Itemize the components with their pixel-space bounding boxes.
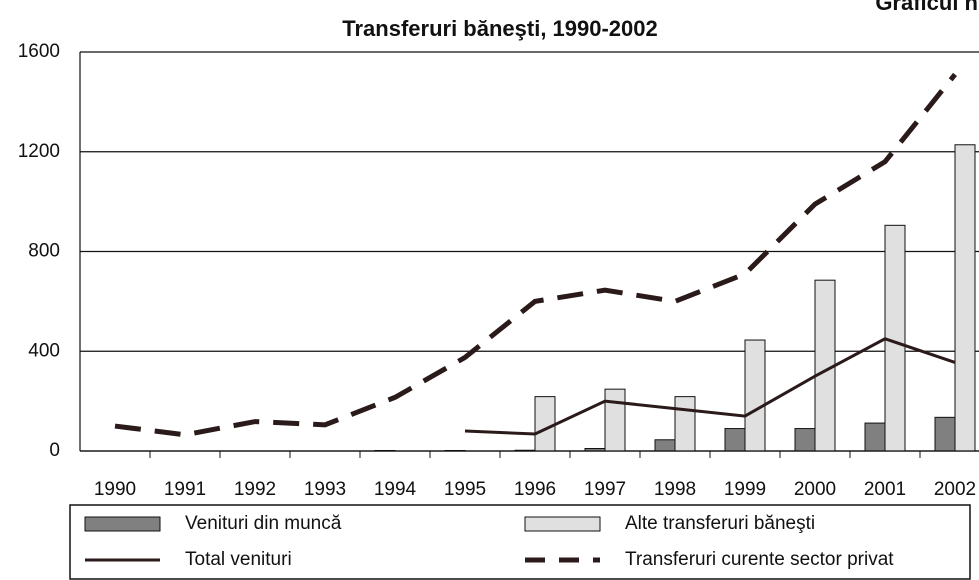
legend-label: Total venituri bbox=[185, 549, 292, 570]
legend-swatch bbox=[84, 516, 161, 532]
chart-title: Transferuri băneşti, 1990-2002 bbox=[342, 16, 658, 41]
x-tick-label: 2002 bbox=[934, 479, 976, 500]
bar bbox=[934, 416, 956, 452]
bar bbox=[674, 396, 696, 452]
x-tick-label: 1991 bbox=[164, 479, 206, 500]
bar bbox=[654, 439, 676, 452]
x-tick-label: 2001 bbox=[864, 479, 906, 500]
bar bbox=[724, 428, 746, 452]
bar bbox=[864, 422, 886, 452]
x-tick-label: 2000 bbox=[794, 479, 836, 500]
x-tick-label: 1993 bbox=[304, 479, 346, 500]
line-series bbox=[114, 72, 957, 438]
x-tick-label: 1998 bbox=[654, 479, 696, 500]
bar bbox=[954, 144, 976, 452]
bar bbox=[794, 428, 816, 452]
legend-label: Alte transferuri băneşti bbox=[625, 513, 815, 534]
plot-area bbox=[79, 51, 979, 458]
x-tick-label: 1996 bbox=[514, 479, 556, 500]
bar bbox=[604, 388, 626, 452]
bar bbox=[884, 224, 906, 452]
y-tick-label: 400 bbox=[28, 340, 60, 361]
x-tick-label: 1997 bbox=[584, 479, 626, 500]
legend-label: Venituri din muncă bbox=[185, 513, 342, 534]
legend: Venituri din muncă Alte transferuri băneş… bbox=[84, 513, 894, 570]
x-tick-label: 1994 bbox=[374, 479, 417, 500]
legend-box bbox=[69, 504, 971, 580]
y-tick-label: 800 bbox=[28, 241, 60, 262]
bar bbox=[534, 396, 556, 452]
x-tick-label: 1990 bbox=[94, 479, 136, 500]
corner-note: Graficul n bbox=[875, 0, 978, 15]
line-series bbox=[464, 337, 956, 436]
x-tick-label: 1995 bbox=[444, 479, 486, 500]
x-tick-label: 1992 bbox=[234, 479, 276, 500]
bar bbox=[744, 339, 766, 452]
y-tick-label: 0 bbox=[49, 440, 60, 461]
x-tick-label: 1999 bbox=[724, 479, 766, 500]
legend-label: Transferuri curente sector privat bbox=[625, 549, 894, 570]
y-tick-label: 1600 bbox=[18, 41, 60, 62]
y-tick-label: 1200 bbox=[18, 141, 60, 162]
legend-swatch bbox=[524, 516, 601, 532]
